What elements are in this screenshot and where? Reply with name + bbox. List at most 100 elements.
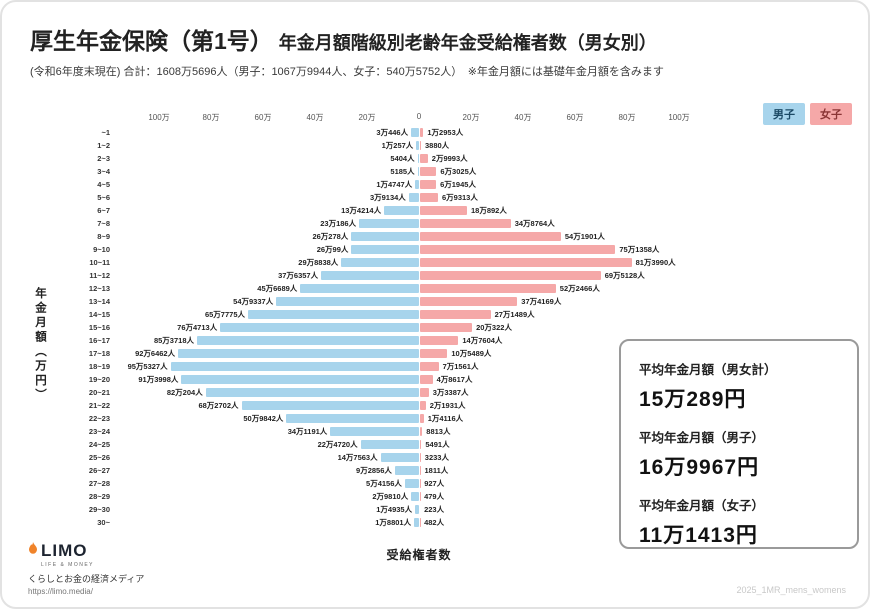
category-label: 17~18 bbox=[88, 349, 110, 358]
category-label: 19~20 bbox=[88, 375, 110, 384]
male-value-label: 82万204人 bbox=[166, 388, 203, 397]
male-bar bbox=[330, 427, 419, 436]
female-value-label: 927人 bbox=[424, 479, 445, 488]
male-bar bbox=[205, 388, 419, 397]
female-bar bbox=[420, 154, 428, 163]
female-value-label: 4万8617人 bbox=[436, 375, 473, 384]
chart-row: 11~12 37万6357人 69万5128人 bbox=[2, 269, 868, 282]
axis-tick: 60万 bbox=[254, 113, 272, 122]
category-label: 15~16 bbox=[88, 323, 110, 332]
male-value-label: 22万4720人 bbox=[317, 440, 358, 449]
y-axis-label: 年金月額（万円） bbox=[34, 287, 46, 403]
female-value-label: 69万5128人 bbox=[604, 271, 645, 280]
page-title: 厚生年金保険（第1号） 年金月額階級別老齢年金受給権者数（男女別） bbox=[30, 22, 840, 56]
chart-row: 13~14 54万9337人 37万4169人 bbox=[2, 295, 868, 308]
male-bar bbox=[181, 375, 419, 384]
female-value-label: 14万7604人 bbox=[462, 336, 503, 345]
axis-tick: 60万 bbox=[566, 113, 584, 122]
female-bar bbox=[420, 440, 422, 449]
female-bar bbox=[420, 453, 421, 462]
category-label: 13~14 bbox=[88, 297, 110, 306]
male-value-label: 5185人 bbox=[390, 167, 415, 176]
female-value-label: 8813人 bbox=[426, 427, 451, 436]
female-bar bbox=[420, 323, 473, 332]
site-url-link[interactable]: https://limo.media/ bbox=[28, 587, 93, 596]
axis-tick: 80万 bbox=[618, 113, 636, 122]
female-value-label: 2万9993人 bbox=[431, 154, 468, 163]
axis-tick: 40万 bbox=[514, 113, 532, 122]
male-bar bbox=[417, 167, 419, 176]
limo-logo: LIMO LIFE & MONEY bbox=[28, 542, 144, 568]
chart-row: 15~16 76万4713人 20万322人 bbox=[2, 321, 868, 334]
female-value-label: 52万2466人 bbox=[559, 284, 600, 293]
male-bar bbox=[394, 466, 419, 475]
female-bar bbox=[420, 258, 632, 267]
male-bar bbox=[170, 362, 419, 371]
category-label: 30~ bbox=[97, 518, 110, 527]
legend-male-chip: 男子 bbox=[763, 103, 805, 125]
female-value-label: 20万322人 bbox=[476, 323, 512, 332]
category-label: 3~4 bbox=[97, 167, 110, 176]
chart-row: 10~11 29万8838人 81万3990人 bbox=[2, 256, 868, 269]
chart-row: 27~28 5万4156人 927人 bbox=[2, 477, 868, 490]
category-label: 8~9 bbox=[97, 232, 110, 241]
male-value-label: 1万8801人 bbox=[375, 518, 412, 527]
male-value-label: 26万278人 bbox=[312, 232, 349, 241]
female-value-label: 2万1931人 bbox=[429, 401, 466, 410]
category-label: 18~19 bbox=[88, 362, 110, 371]
male-bar bbox=[414, 518, 419, 527]
male-bar bbox=[286, 414, 419, 423]
male-bar bbox=[415, 505, 419, 514]
male-value-label: 26万99人 bbox=[316, 245, 349, 254]
category-label: 28~29 bbox=[88, 492, 110, 501]
male-value-label: 3万9134人 bbox=[369, 193, 406, 202]
chart-row: 8~9 26万278人 54万1901人 bbox=[2, 230, 868, 243]
female-value-label: 6万3025人 bbox=[440, 167, 477, 176]
female-value-label: 7万1561人 bbox=[442, 362, 479, 371]
male-value-label: 13万4214人 bbox=[341, 206, 382, 215]
female-value-label: 479人 bbox=[424, 492, 445, 501]
male-value-label: 76万4713人 bbox=[177, 323, 218, 332]
female-value-label: 75万1358人 bbox=[619, 245, 660, 254]
avg-female-value: 11万1413円 bbox=[639, 524, 758, 547]
male-bar bbox=[247, 310, 419, 319]
female-bar bbox=[420, 284, 556, 293]
female-value-label: 5491人 bbox=[425, 440, 450, 449]
male-value-label: 9万2856人 bbox=[356, 466, 392, 475]
male-value-label: 29万8838人 bbox=[298, 258, 339, 267]
female-value-label: 482人 bbox=[424, 518, 445, 527]
axis-tick: 0 bbox=[416, 112, 422, 121]
chart-row: 5~6 3万9134人 6万9313人 bbox=[2, 191, 868, 204]
logo-subtext: LIFE & MONEY bbox=[41, 562, 95, 568]
male-bar bbox=[417, 154, 419, 163]
female-value-label: 18万892人 bbox=[471, 206, 507, 215]
avg-total-label: 平均年金月額（男女計） bbox=[639, 363, 777, 377]
male-value-label: 68万2702人 bbox=[198, 401, 239, 410]
male-value-label: 1万4935人 bbox=[376, 505, 413, 514]
chart-row: 3~4 5185人 6万3025人 bbox=[2, 165, 868, 178]
male-bar bbox=[276, 297, 419, 306]
female-bar bbox=[420, 141, 421, 150]
male-bar bbox=[300, 284, 419, 293]
chart-row: 14~15 65万7775人 27万1489人 bbox=[2, 308, 868, 321]
axis-tick: 80万 bbox=[202, 113, 220, 122]
male-bar bbox=[321, 271, 419, 280]
chart-row: 19~20 91万3998人 4万8617人 bbox=[2, 373, 868, 386]
category-label: 20~21 bbox=[88, 388, 110, 397]
male-value-label: 23万186人 bbox=[320, 219, 357, 228]
male-bar bbox=[178, 349, 419, 358]
female-value-label: 1811人 bbox=[424, 466, 449, 475]
category-label: 12~13 bbox=[88, 284, 110, 293]
chart-row: 22~23 50万9842人 1万4116人 bbox=[2, 412, 868, 425]
tagline: くらしとお金の経済メディア bbox=[28, 574, 145, 584]
female-value-label: 81万3990人 bbox=[635, 258, 676, 267]
female-bar bbox=[420, 219, 511, 228]
male-value-label: 37万6357人 bbox=[278, 271, 319, 280]
male-value-label: 95万5327人 bbox=[127, 362, 168, 371]
male-bar bbox=[404, 479, 419, 488]
category-label: 4~5 bbox=[97, 180, 110, 189]
female-value-label: 6万9313人 bbox=[442, 193, 478, 202]
female-bar bbox=[420, 245, 616, 254]
female-value-label: 54万1901人 bbox=[564, 232, 605, 241]
female-value-label: 3233人 bbox=[424, 453, 449, 462]
